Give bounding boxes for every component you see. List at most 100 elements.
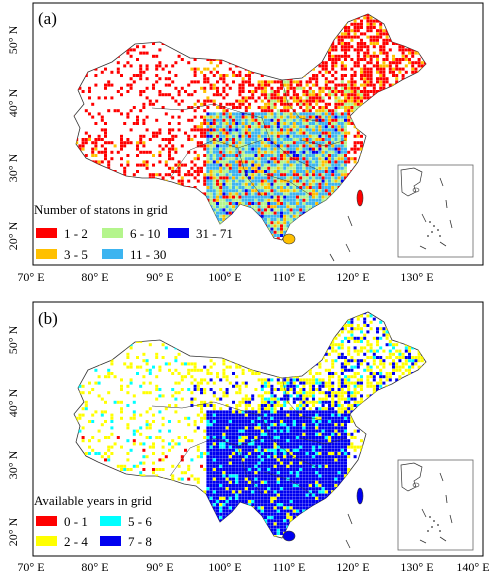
- grid-cell: [257, 160, 261, 164]
- grid-cell: [292, 160, 296, 164]
- grid-cell: [270, 173, 274, 177]
- grid-cell: [401, 48, 405, 52]
- grid-cell: [139, 51, 143, 55]
- grid-cell: [148, 423, 152, 427]
- grid-cell: [235, 131, 239, 135]
- grid-cell: [315, 182, 319, 186]
- grid-cell: [353, 86, 357, 90]
- grid-cell: [270, 131, 274, 135]
- grid-cell: [187, 388, 191, 391]
- grid-cell: [267, 122, 271, 125]
- grid-cell: [200, 388, 203, 391]
- grid-cell: [225, 109, 229, 113]
- grid-cell: [283, 173, 287, 177]
- grid-cell: [190, 106, 194, 109]
- grid-cell: [132, 429, 136, 433]
- grid-cell: [206, 154, 210, 157]
- grid-cell: [270, 182, 274, 186]
- grid-cell: [280, 234, 283, 237]
- grid-cell: [395, 74, 399, 77]
- grid-cell: [171, 166, 175, 170]
- grid-cell: [340, 35, 344, 39]
- grid-cell: [219, 118, 223, 122]
- grid-cell: [254, 138, 258, 141]
- grid-cell: [123, 122, 127, 125]
- grid-cell: [251, 128, 255, 132]
- grid-cell: [328, 90, 331, 93]
- grid-cell: [248, 125, 251, 129]
- grid-cell: [232, 163, 235, 167]
- grid-cell: [312, 99, 315, 103]
- grid-cell: [222, 128, 226, 132]
- grid-cell: [324, 115, 328, 119]
- grid-cell: [232, 179, 235, 183]
- grid-cell: [340, 80, 344, 84]
- grid-cell: [158, 160, 162, 164]
- grid-cell: [289, 192, 293, 196]
- grid-cell: [257, 128, 261, 132]
- grid-cell: [276, 109, 280, 113]
- grid-cell: [174, 404, 178, 407]
- grid-cell: [296, 170, 299, 173]
- grid-cell: [219, 150, 223, 154]
- grid-cell: [305, 176, 309, 180]
- grid-cell: [302, 170, 306, 173]
- grid-cell: [273, 195, 277, 199]
- grid-cell: [257, 122, 261, 125]
- grid-cell: [356, 93, 360, 97]
- grid-cell: [216, 176, 219, 180]
- grid-cell: [292, 218, 296, 221]
- grid-cell: [376, 29, 379, 33]
- grid-cell: [113, 144, 117, 148]
- grid-cell: [203, 436, 207, 439]
- grid-cell: [216, 90, 219, 93]
- grid-cell: [203, 115, 207, 119]
- grid-cell: [257, 141, 261, 145]
- grid-cell: [260, 86, 264, 90]
- grid-cell: [209, 147, 213, 151]
- grid-cell: [88, 96, 91, 100]
- y-tick-20n: 20° N: [6, 221, 20, 250]
- grid-cell: [267, 109, 271, 113]
- grid-cell: [347, 45, 351, 49]
- grid-cell: [286, 170, 290, 173]
- grid-cell: [241, 157, 245, 161]
- grid-cell: [344, 128, 347, 132]
- grid-cell: [248, 131, 251, 135]
- grid-cell: [206, 118, 210, 122]
- grid-cell: [206, 368, 210, 372]
- grid-cell: [196, 157, 200, 161]
- grid-cell: [78, 429, 82, 433]
- grid-cell: [222, 80, 226, 84]
- grid-cell: [100, 397, 104, 401]
- grid-cell: [158, 394, 162, 398]
- grid-cell: [372, 64, 376, 68]
- grid-cell: [251, 163, 255, 167]
- grid-cell: [267, 198, 271, 202]
- grid-cell: [225, 93, 229, 97]
- grid-cell: [356, 51, 360, 55]
- grid-cell: [280, 118, 283, 122]
- grid-cell: [347, 96, 351, 100]
- grid-cell: [123, 170, 127, 173]
- grid-cell: [139, 64, 143, 68]
- grid-cell: [203, 404, 207, 407]
- grid-cell: [257, 83, 261, 87]
- grid-cell: [315, 150, 319, 154]
- grid-cell: [273, 163, 277, 167]
- grid-cell: [110, 452, 114, 455]
- grid-cell: [219, 173, 223, 177]
- grid-cell: [251, 205, 255, 209]
- grid-cell: [216, 115, 219, 119]
- grid-cell: [344, 74, 347, 77]
- grid-cell: [296, 118, 299, 122]
- grid-cell: [286, 90, 290, 93]
- grid-cell: [158, 131, 162, 135]
- grid-cell: [110, 359, 114, 363]
- grid-cell: [216, 93, 219, 97]
- grid-cell: [171, 477, 175, 481]
- grid-cell: [379, 67, 383, 71]
- grid-cell: [222, 144, 226, 148]
- grid-cell: [254, 86, 258, 90]
- grid-cell: [232, 205, 235, 209]
